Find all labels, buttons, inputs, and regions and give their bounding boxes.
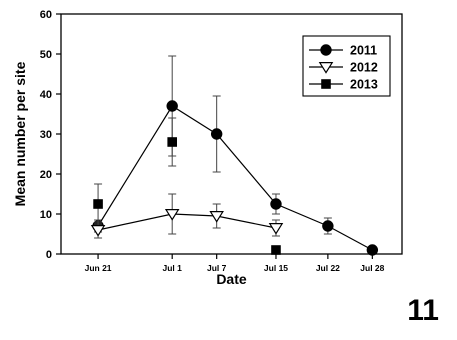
series-2013 — [93, 117, 281, 255]
data-point — [93, 199, 103, 209]
series-layer — [90, 55, 379, 256]
y-axis: 0 10 20 30 40 50 60 — [40, 9, 61, 261]
x-tick-label: Jul 15 — [264, 263, 288, 273]
y-tick-label: 60 — [40, 9, 52, 21]
x-tick-label: Jul 28 — [360, 263, 384, 273]
x-axis-label: Date — [216, 271, 247, 287]
y-axis-label: Mean number per site — [12, 61, 28, 206]
data-point — [209, 211, 224, 223]
data-point — [210, 128, 223, 140]
series-2012 — [90, 193, 284, 239]
x-tick-label: Jul 22 — [316, 263, 340, 273]
x-tick-label: Jul 1 — [163, 263, 183, 273]
figure-number: 11 — [407, 294, 439, 327]
legend-label: 2011 — [350, 44, 377, 58]
data-point — [167, 137, 177, 147]
data-point — [366, 244, 379, 256]
data-point — [90, 225, 106, 237]
series-line-2012 — [97, 213, 277, 231]
data-point — [271, 245, 281, 255]
legend-box — [302, 35, 391, 97]
data-point — [270, 198, 282, 210]
data-point — [166, 100, 178, 112]
y-tick-label: 40 — [40, 89, 52, 101]
x-tick-label: Jun 21 — [85, 263, 112, 273]
y-tick-label: 20 — [40, 169, 52, 181]
series-line-2011 — [97, 105, 373, 251]
legend-marker — [320, 44, 332, 56]
x-axis: Jun 21 Jul 1 Jul 7 Jul 15 Jul 22 Jul 28 — [85, 254, 385, 273]
y-tick-label: 50 — [40, 49, 52, 61]
y-tick-label: 10 — [40, 209, 52, 221]
y-tick-label: 0 — [46, 249, 52, 261]
legend-marker — [318, 62, 334, 74]
legend-marker — [321, 79, 331, 89]
y-tick-label: 30 — [40, 129, 52, 141]
legend: 2011 2012 2013 — [302, 35, 391, 97]
data-point — [322, 220, 334, 232]
data-point — [164, 209, 180, 221]
legend-label: 2013 — [350, 78, 378, 92]
x-tick-label: Jul 7 — [207, 263, 227, 273]
data-point — [268, 223, 284, 235]
legend-label: 2012 — [350, 61, 378, 75]
